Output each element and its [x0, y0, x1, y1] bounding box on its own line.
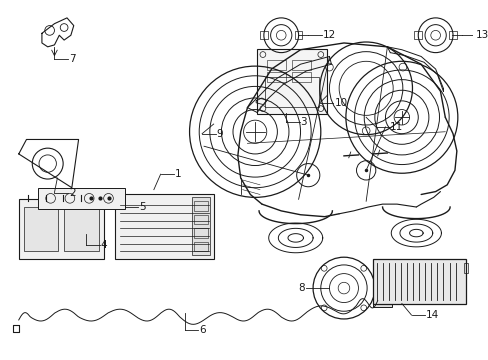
Text: 11: 11 [389, 122, 403, 132]
Bar [266, 60, 285, 70]
Bar [64, 207, 99, 251]
Text: 13: 13 [475, 30, 488, 40]
Bar [194, 228, 207, 238]
Bar [192, 197, 209, 255]
Text: 5: 5 [139, 202, 146, 212]
Bar [291, 60, 310, 70]
Text: 9: 9 [216, 129, 223, 139]
Text: 10: 10 [334, 98, 347, 108]
Bar [19, 199, 103, 259]
Bar [463, 263, 468, 273]
Text: 6: 6 [199, 325, 205, 334]
Text: 3: 3 [300, 117, 306, 127]
Bar [23, 207, 58, 251]
Bar [291, 72, 310, 82]
Text: 1: 1 [175, 169, 182, 179]
Bar [194, 215, 207, 224]
Bar [264, 77, 318, 107]
Text: 8: 8 [298, 283, 305, 293]
Text: 4: 4 [101, 240, 107, 249]
Bar [372, 294, 391, 307]
Bar [372, 259, 465, 303]
Bar [194, 201, 207, 211]
Bar [194, 242, 207, 251]
Text: 12: 12 [322, 30, 335, 40]
Text: 2: 2 [69, 188, 76, 198]
Text: 7: 7 [69, 54, 76, 64]
Bar [266, 72, 285, 82]
Bar [257, 49, 326, 114]
FancyBboxPatch shape [115, 194, 213, 259]
Bar [38, 188, 124, 209]
Text: 14: 14 [425, 310, 438, 320]
